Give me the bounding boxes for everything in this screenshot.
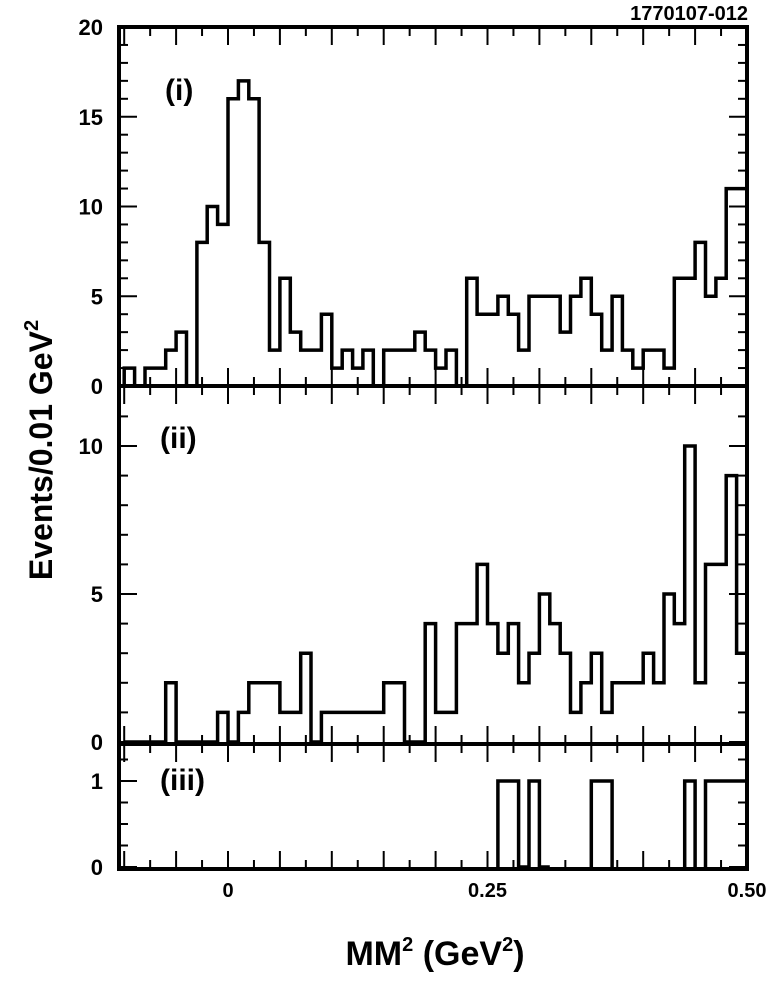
panel-label: (iii) — [160, 764, 205, 797]
y-tick-label: 20 — [79, 15, 103, 40]
x-tick-label: 0.50 — [728, 880, 766, 902]
y-tick-label: 10 — [79, 434, 103, 459]
histogram-lines — [122, 79, 749, 869]
x-tick-label: 0.25 — [468, 880, 507, 902]
histogram-step — [122, 79, 749, 388]
histogram-step — [124, 444, 749, 744]
x-axis-label: MM2 (GeV2) — [345, 934, 524, 973]
axis-ticks — [119, 26, 747, 869]
x-tick-label: 0 — [222, 880, 233, 902]
panel-label: (i) — [165, 74, 193, 107]
y-tick-label: 0 — [91, 374, 103, 399]
y-tick-label: 15 — [79, 105, 103, 130]
axis-tick-labels: 0 5 10 15 20 (i) 0 5 10 (ii) 0 1 (iii) 0 0.25 0.50 — [79, 15, 766, 902]
histogram-step — [496, 779, 749, 869]
figure-id: 1770107-012 — [630, 3, 748, 25]
y-tick-label: 0 — [91, 855, 103, 880]
y-axis-label: Events/0.01 GeV2 — [21, 320, 59, 580]
panel-frame — [117, 742, 749, 871]
y-tick-label: 10 — [79, 195, 103, 220]
panel-frame — [117, 384, 749, 746]
y-tick-label: 0 — [91, 730, 103, 755]
panel-label: (ii) — [160, 422, 197, 455]
y-tick-label: 5 — [91, 284, 103, 309]
y-tick-label: 5 — [91, 582, 103, 607]
y-tick-label: 1 — [91, 769, 103, 794]
